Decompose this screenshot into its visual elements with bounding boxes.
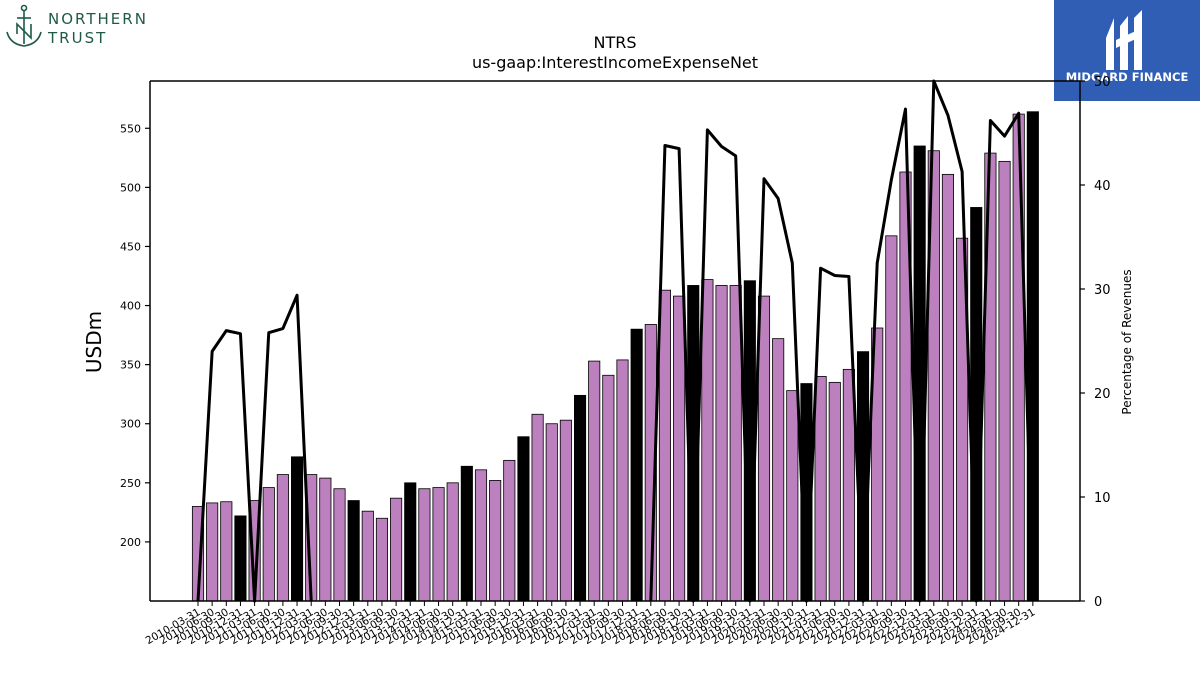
y2-tick-label-40: 40: [1094, 179, 1111, 194]
bar-2010-06-30: [206, 502, 219, 602]
y-tick-label-350: 350: [120, 359, 141, 372]
bar-2014-09-30: [446, 482, 459, 602]
bar-2022-06-30: [885, 235, 898, 602]
bar-2019-03-31: [701, 279, 714, 602]
bar-2013-06-30: [375, 517, 388, 602]
bar-2024-06-30: [998, 160, 1011, 602]
bar-2013-09-30: [390, 497, 403, 602]
bar-2016-06-30: [545, 423, 558, 602]
bar-2019-06-30: [715, 285, 728, 602]
bar-2015-03-31: [474, 469, 488, 602]
anchor-icon: [6, 4, 42, 47]
bar-2023-12-31: [970, 207, 983, 602]
bar-2018-06-30: [658, 289, 671, 602]
bar-2024-09-30: [1012, 113, 1025, 602]
bar-2013-12-31: [404, 482, 417, 602]
bar-2018-09-30: [673, 295, 686, 602]
y2-tick-label-50: 50: [1094, 75, 1111, 90]
bar-2016-12-31: [574, 394, 587, 602]
bar-2023-06-30: [941, 173, 954, 602]
bar-2020-09-30: [786, 390, 799, 602]
logo-text: MIDGARD FINANCE: [1065, 70, 1189, 84]
y2-axis-label: Percentage of Revenues: [1120, 269, 1134, 414]
y-tick-label-250: 250: [120, 477, 141, 490]
percentage-line-segment-1: [649, 79, 1035, 603]
bar-2012-09-30: [333, 488, 346, 602]
bar-2015-12-31: [517, 436, 530, 602]
y-tick-label-500: 500: [120, 181, 141, 194]
logo-line-1: NORTHERN: [48, 10, 148, 28]
bar-2016-03-31: [531, 413, 544, 602]
bar-2010-09-30: [220, 501, 233, 602]
bar-2011-06-30: [262, 487, 275, 602]
bar-2017-06-30: [602, 374, 615, 602]
bar-2021-09-30: [842, 368, 855, 602]
y-tick-label-400: 400: [120, 300, 141, 313]
bar-2020-06-30: [772, 338, 785, 602]
y-tick-label-450: 450: [120, 240, 141, 253]
midgard-mark-icon: [1106, 10, 1142, 70]
bar-2022-12-31: [913, 145, 926, 602]
bar-2024-12-31: [1026, 111, 1039, 602]
bar-2014-03-31: [418, 488, 431, 602]
midgard-finance-logo: MIDGARD FINANCE: [1054, 0, 1200, 101]
y2-tick-label-20: 20: [1094, 387, 1111, 402]
bar-2021-06-30: [828, 381, 841, 602]
y-tick-label-300: 300: [120, 418, 141, 431]
y2-tick-label-30: 30: [1094, 283, 1111, 298]
bar-2011-09-30: [276, 474, 289, 602]
y-tick-label-550: 550: [120, 122, 141, 135]
bar-2015-06-30: [489, 480, 502, 602]
y2-tick-label-10: 10: [1094, 491, 1111, 506]
y-tick-label-200: 200: [120, 536, 141, 549]
logo-line-2: TRUST: [48, 29, 108, 47]
chart-title: NTRS: [593, 33, 636, 52]
y2-tick-label-0: 0: [1094, 595, 1102, 610]
y-axis-label: USDm: [82, 311, 106, 373]
bar-2015-09-30: [503, 459, 516, 602]
bar-2017-12-31: [630, 328, 643, 602]
northern-trust-logo: NORTHERN TRUST: [4, 4, 154, 50]
chart-subtitle: us-gaap:InterestIncomeExpenseNet: [472, 53, 758, 72]
bar-2013-03-31: [361, 510, 374, 602]
bar-2019-09-30: [729, 285, 742, 602]
bar-2014-12-31: [460, 465, 473, 602]
bar-2010-12-31: [234, 515, 247, 602]
bar-2012-12-31: [347, 500, 360, 602]
bar-2017-03-31: [588, 360, 601, 602]
bar-2017-09-30: [616, 359, 629, 602]
bar-2021-03-31: [814, 376, 827, 602]
bar-2016-09-30: [559, 419, 572, 602]
bar-2020-03-31: [757, 295, 771, 602]
bar-2014-06-30: [432, 487, 445, 602]
bar-2011-12-31: [290, 456, 304, 602]
bar-2012-06-30: [319, 477, 332, 602]
